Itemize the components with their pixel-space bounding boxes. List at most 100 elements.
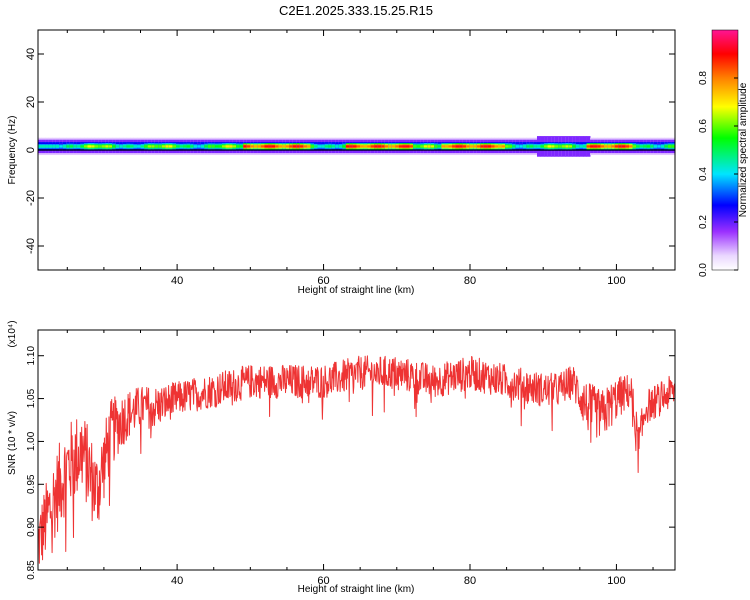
spectrogram-cell bbox=[360, 145, 364, 148]
spectrogram-xlabel: Height of straight line (km) bbox=[298, 285, 415, 296]
spectrogram-cell bbox=[200, 145, 205, 148]
spectrogram-cell bbox=[151, 145, 156, 148]
spectrogram-cell bbox=[257, 145, 262, 148]
spectrogram-cell bbox=[367, 145, 372, 148]
y-tick-label: 0.85 bbox=[26, 560, 37, 580]
spectrogram-cell bbox=[62, 145, 67, 148]
spectrogram-cell bbox=[303, 145, 308, 148]
spectrogram-cell bbox=[653, 145, 658, 148]
spectrogram-cell bbox=[179, 145, 184, 148]
spectrogram-cell bbox=[324, 145, 329, 148]
x-tick-label: 60 bbox=[317, 275, 329, 287]
spectrogram-cell bbox=[671, 145, 675, 148]
spectrogram-cell bbox=[328, 145, 333, 148]
spectrogram-cell bbox=[604, 145, 609, 148]
spectrogram-cell bbox=[607, 145, 612, 148]
spectrogram-cell bbox=[122, 145, 127, 148]
spectrogram-cell bbox=[59, 145, 64, 148]
spectrogram-cell bbox=[84, 145, 88, 148]
spectrogram-cell bbox=[186, 145, 191, 148]
spectrogram-cell bbox=[377, 145, 382, 148]
spectrogram-cell bbox=[522, 145, 527, 148]
snr-ticks: 40 60 80 100 0.85 0.90 0.95 1.00 1.05 1.10 bbox=[26, 330, 675, 587]
spectrogram-cell bbox=[45, 145, 50, 148]
spectrogram-cell bbox=[342, 145, 347, 148]
spectrogram-cell bbox=[565, 145, 570, 148]
spectrogram-cell bbox=[575, 145, 580, 148]
spectrogram-cell bbox=[80, 145, 85, 148]
spectrogram-cell bbox=[558, 145, 563, 148]
spectrogram-cell bbox=[285, 145, 290, 148]
spectrogram-cell bbox=[487, 145, 492, 148]
spectrogram-cell bbox=[299, 145, 304, 148]
spectrogram-cell bbox=[352, 145, 357, 148]
colorbar-label: Normalized spectral amplitude bbox=[738, 82, 749, 217]
spectrogram-cell bbox=[586, 145, 591, 148]
spectrogram-cell bbox=[628, 145, 633, 148]
y-tick-label: 40 bbox=[25, 48, 37, 60]
spectrogram-cell bbox=[388, 145, 393, 148]
spectrogram-cell bbox=[395, 145, 400, 148]
spectrogram-cell bbox=[76, 145, 81, 148]
colorbar-tick-label: 0.6 bbox=[698, 119, 709, 133]
spectrogram-cell bbox=[41, 145, 46, 148]
spectrogram-cell bbox=[278, 145, 283, 148]
spectrogram-cell bbox=[296, 145, 301, 148]
spectrogram-cell bbox=[441, 145, 446, 148]
spectrogram-cell bbox=[498, 145, 502, 148]
spectrogram-cell bbox=[462, 145, 467, 148]
colorbar-tick-label: 0.4 bbox=[698, 167, 709, 181]
spectrogram-cell bbox=[611, 145, 616, 148]
colorbar-tick-label: 0.2 bbox=[698, 215, 709, 229]
spectrogram-cell bbox=[582, 145, 587, 148]
spectrogram-cell bbox=[52, 145, 57, 148]
spectrogram-cell bbox=[338, 145, 343, 148]
spectrogram-cell bbox=[158, 145, 163, 148]
spectrogram-cell bbox=[650, 145, 655, 148]
spectrogram-cell bbox=[225, 145, 230, 148]
spectrogram-cell bbox=[190, 145, 195, 148]
spectrogram-cell bbox=[664, 145, 669, 148]
spectrogram-cell bbox=[561, 145, 566, 148]
spectrogram-cell bbox=[551, 145, 556, 148]
spectrogram-cell bbox=[547, 145, 552, 148]
spectrogram-cell bbox=[416, 145, 421, 148]
spectrogram-cell bbox=[657, 145, 662, 148]
spectrogram-cell bbox=[222, 145, 226, 148]
x-tick-label: 100 bbox=[607, 275, 625, 287]
y-tick-label: 0 bbox=[25, 147, 37, 153]
spectrogram-cell bbox=[147, 145, 152, 148]
spectrogram-cell bbox=[268, 145, 272, 148]
spectrogram-cell bbox=[667, 145, 672, 148]
spectrogram-cell bbox=[600, 145, 605, 148]
colorbar-tick-label: 0.0 bbox=[698, 263, 709, 277]
snr-panel: 40 60 80 100 0.85 0.90 0.95 1.00 1.05 1.10 Height… bbox=[7, 320, 676, 595]
spectrogram-cell bbox=[409, 145, 414, 148]
x-tick-label: 100 bbox=[607, 575, 625, 587]
spectrogram-cell bbox=[144, 145, 149, 148]
spectrogram-cell bbox=[207, 145, 212, 148]
spectrogram-cell bbox=[430, 145, 435, 148]
spectrogram-cell bbox=[476, 145, 481, 148]
colorbar-gradient bbox=[711, 29, 739, 271]
spectrogram-cell bbox=[165, 145, 170, 148]
figure-title: C2E1.2025.333.15.25.R15 bbox=[279, 3, 433, 18]
spectrogram-cell bbox=[101, 145, 106, 148]
spectrogram-cell bbox=[540, 145, 545, 148]
spectrogram-cell bbox=[289, 145, 294, 148]
spectrogram-cell bbox=[370, 145, 375, 148]
snr-xlabel: Height of straight line (km) bbox=[298, 584, 415, 595]
spectrogram-cell bbox=[282, 145, 287, 148]
y-tick-label: 0.90 bbox=[26, 517, 37, 537]
spectrogram-cell bbox=[490, 145, 495, 148]
spectrogram-cell bbox=[331, 145, 336, 148]
snr-series-line bbox=[38, 355, 675, 564]
spectrogram-cell bbox=[469, 145, 474, 148]
spectrogram-cell bbox=[321, 145, 326, 148]
spectrogram-cell bbox=[246, 145, 251, 148]
spectrogram-cell bbox=[69, 145, 74, 148]
spectrogram-cell bbox=[526, 145, 531, 148]
spectrogram-cell bbox=[572, 145, 577, 148]
spectrogram-cell bbox=[593, 145, 598, 148]
spectrogram-cell bbox=[420, 145, 425, 148]
